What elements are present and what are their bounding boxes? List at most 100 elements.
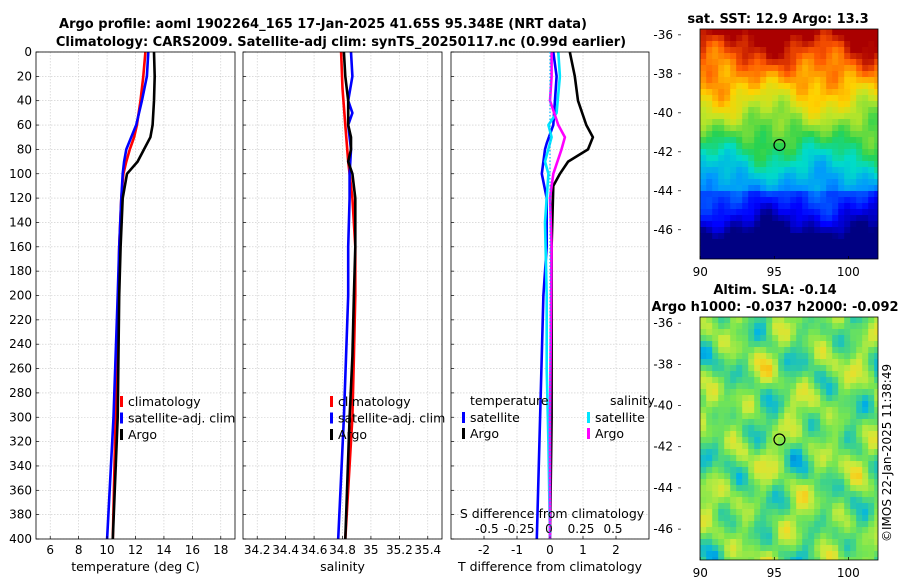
map-cell bbox=[724, 233, 731, 240]
map-cell bbox=[856, 167, 863, 174]
map-cell bbox=[844, 455, 851, 462]
map-cell bbox=[832, 347, 839, 354]
map-cell bbox=[820, 215, 827, 222]
map-cell bbox=[868, 335, 875, 342]
map-cell bbox=[754, 209, 761, 216]
map-cell bbox=[856, 545, 863, 552]
map-cell bbox=[784, 359, 791, 366]
map-cell bbox=[868, 479, 875, 486]
map-cell bbox=[778, 59, 785, 66]
map-cell bbox=[862, 107, 869, 114]
map-cell bbox=[772, 221, 779, 228]
map-cell bbox=[820, 89, 827, 96]
map-cell bbox=[742, 545, 749, 552]
map-cell bbox=[730, 191, 737, 198]
map-cell bbox=[838, 77, 845, 84]
map-cell bbox=[850, 65, 857, 72]
map-cell bbox=[766, 473, 773, 480]
map-cell bbox=[724, 425, 731, 432]
map-cell bbox=[784, 119, 791, 126]
map-cell bbox=[820, 341, 827, 348]
map-cell bbox=[868, 161, 875, 168]
map-cell bbox=[820, 545, 827, 552]
map-cell bbox=[826, 101, 833, 108]
map-cell bbox=[778, 35, 785, 42]
map-cell bbox=[730, 35, 737, 42]
map-cell bbox=[730, 485, 737, 492]
map-cell bbox=[790, 317, 797, 324]
map-cell bbox=[820, 191, 827, 198]
map-cell bbox=[838, 407, 845, 414]
map-cell bbox=[772, 461, 779, 468]
map-cell bbox=[718, 401, 725, 408]
map-cell bbox=[700, 365, 707, 372]
map-cell bbox=[748, 509, 755, 516]
map-cell bbox=[844, 359, 851, 366]
map-cell bbox=[862, 215, 869, 222]
map-cell bbox=[766, 137, 773, 144]
map-cell bbox=[706, 197, 713, 204]
map-cell bbox=[772, 317, 779, 324]
map-cell bbox=[736, 443, 743, 450]
map-cell bbox=[778, 491, 785, 498]
map-cell bbox=[742, 461, 749, 468]
map-cell bbox=[874, 197, 878, 204]
map-cell bbox=[754, 59, 761, 66]
map-cell bbox=[748, 515, 755, 522]
map-cell bbox=[856, 413, 863, 420]
map-cell bbox=[742, 503, 749, 510]
map-cell bbox=[706, 143, 713, 150]
map-cell bbox=[748, 101, 755, 108]
map-cell bbox=[730, 515, 737, 522]
map-cell bbox=[724, 515, 731, 522]
map-cell bbox=[826, 89, 833, 96]
map-cell bbox=[814, 131, 821, 138]
map-cell bbox=[712, 89, 719, 96]
map-cell bbox=[814, 527, 821, 534]
map-cell bbox=[706, 149, 713, 156]
map-cell bbox=[748, 71, 755, 78]
series-line-argo bbox=[111, 52, 156, 539]
legend-label: climatology bbox=[128, 394, 201, 409]
map-cell bbox=[844, 419, 851, 426]
map-cell bbox=[706, 491, 713, 498]
map-cell bbox=[766, 71, 773, 78]
map-cell bbox=[748, 137, 755, 144]
map-cell bbox=[826, 383, 833, 390]
map-cell bbox=[772, 335, 779, 342]
map-cell bbox=[754, 161, 761, 168]
map-cell bbox=[790, 407, 797, 414]
map-cell bbox=[790, 131, 797, 138]
map-cell bbox=[790, 353, 797, 360]
map-cell bbox=[796, 473, 803, 480]
map-cell bbox=[826, 233, 833, 240]
map-cell bbox=[808, 539, 815, 546]
map-cell bbox=[718, 77, 725, 84]
map-cell bbox=[772, 479, 779, 486]
map-cell bbox=[778, 359, 785, 366]
map-cell bbox=[712, 257, 719, 259]
map-cell bbox=[724, 437, 731, 444]
map-cell bbox=[796, 137, 803, 144]
map-cell bbox=[706, 185, 713, 192]
map-cell bbox=[790, 539, 797, 546]
map-cell bbox=[874, 425, 878, 432]
map-cell bbox=[754, 515, 761, 522]
map-cell bbox=[808, 131, 815, 138]
map-cell bbox=[808, 173, 815, 180]
map-cell bbox=[874, 65, 878, 72]
map-cell bbox=[748, 473, 755, 480]
map-cell bbox=[748, 197, 755, 204]
map-cell bbox=[754, 527, 761, 534]
map-cell bbox=[706, 59, 713, 66]
map-cell bbox=[814, 401, 821, 408]
map-cell bbox=[868, 533, 875, 540]
map-cell bbox=[868, 491, 875, 498]
map-cell bbox=[748, 401, 755, 408]
map-cell bbox=[790, 245, 797, 252]
map-cell bbox=[730, 557, 737, 560]
map-cell bbox=[850, 167, 857, 174]
y-tick-label: 280 bbox=[9, 386, 32, 400]
map-cell bbox=[730, 137, 737, 144]
map-cell bbox=[844, 317, 851, 324]
